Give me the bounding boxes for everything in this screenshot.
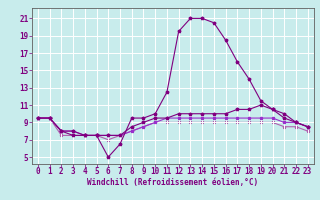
X-axis label: Windchill (Refroidissement éolien,°C): Windchill (Refroidissement éolien,°C) bbox=[87, 178, 258, 187]
